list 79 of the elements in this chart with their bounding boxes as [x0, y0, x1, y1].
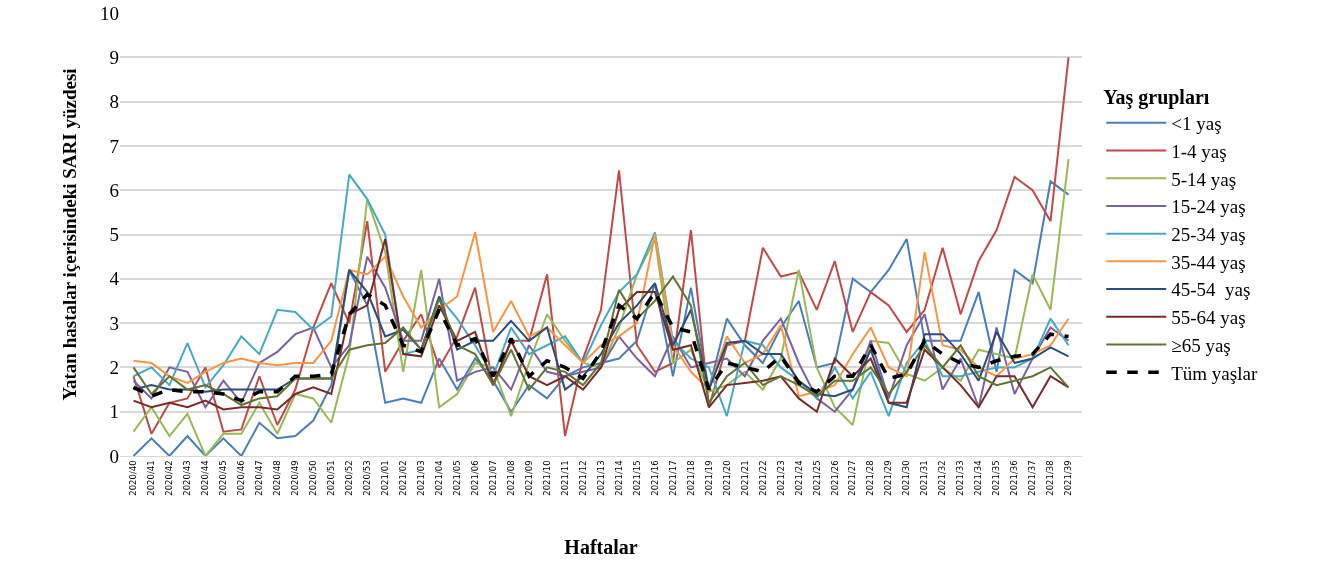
x-tick-label: 2021/02 — [397, 460, 408, 496]
legend-label: 55-64 yaş — [1171, 307, 1246, 329]
x-tick-label: 2021/30 — [901, 460, 912, 496]
x-tick-label: 2021/15 — [631, 460, 642, 496]
x-tick-label: 2021/06 — [469, 460, 480, 496]
y-tick-label: 7 — [109, 135, 119, 157]
x-tick-label: 2020/45 — [218, 460, 229, 496]
line-series — [132, 56, 1070, 438]
x-tick-label: 2021/29 — [883, 460, 894, 496]
x-tick-label: 2021/37 — [1027, 460, 1038, 496]
x-tick-label: 2021/34 — [973, 460, 984, 496]
x-tick-label: 2021/35 — [991, 460, 1002, 496]
x-tick-label: 2021/16 — [649, 460, 660, 496]
x-tick-label: 2020/44 — [200, 460, 211, 496]
x-tick-label: 2021/25 — [811, 460, 822, 496]
x-tick-label: 2021/33 — [955, 460, 966, 496]
legend-label: Tüm yaşlar — [1171, 362, 1258, 384]
legend-label: 25-34 yaş — [1171, 224, 1246, 246]
x-tick-label: 2020/41 — [146, 460, 157, 496]
x-axis-title: Haftalar — [564, 536, 638, 559]
x-tick-label: 2021/08 — [505, 460, 516, 496]
x-tick-label: 2021/09 — [523, 460, 534, 496]
x-tick-label: 2020/43 — [182, 460, 193, 496]
x-tick-label: 2020/40 — [128, 460, 139, 496]
legend-label: 45-54 yaş — [1171, 279, 1251, 301]
x-tick-label: 2021/07 — [487, 460, 498, 496]
y-tick-label: 5 — [109, 224, 119, 246]
x-tick-label: 2020/49 — [290, 460, 301, 496]
x-tick-label: 2020/53 — [362, 460, 372, 496]
y-tick-label: 9 — [109, 46, 119, 68]
y-tick-label: 10 — [100, 2, 119, 24]
y-tick-label: 2 — [109, 357, 119, 379]
x-tick-label: 2021/05 — [451, 460, 462, 496]
x-tick-label: 2020/42 — [164, 460, 175, 496]
x-tick-label: 2021/39 — [1063, 460, 1074, 496]
x-tick-label: 2021/21 — [739, 460, 750, 496]
x-tick-label: 2021/27 — [847, 460, 858, 496]
x-tick-label: 2021/28 — [865, 460, 876, 496]
x-tick-label: 2021/20 — [721, 460, 732, 496]
x-tick-label: 2021/12 — [577, 460, 588, 496]
x-tick-label: 2020/52 — [344, 460, 355, 496]
x-tick-label: 2021/04 — [433, 460, 444, 496]
y-tick-label: 0 — [109, 445, 119, 467]
legend-label: 15-24 yaş — [1171, 196, 1246, 218]
x-tick-label: 2021/32 — [937, 460, 948, 496]
x-tick-label: 2021/14 — [613, 460, 624, 496]
line-series — [132, 173, 1070, 418]
y-axis-title: Yatan hastalar içerisindeki SARI yüzdesi — [58, 68, 80, 401]
x-tick-label: 2021/36 — [1009, 460, 1020, 496]
x-tick-label: 2021/19 — [703, 460, 714, 496]
x-tick-label: 2020/46 — [236, 460, 247, 496]
x-tick-label: 2021/03 — [415, 460, 426, 496]
y-tick-label: 3 — [109, 312, 119, 334]
legend-title: Yaş grupları — [1103, 86, 1210, 109]
x-tick-label: 2021/26 — [829, 460, 840, 496]
legend-label: <1 yaş — [1171, 113, 1222, 135]
x-tick-label: 2020/51 — [326, 460, 337, 496]
y-tick-label: 6 — [109, 179, 119, 201]
x-tick-label: 2020/47 — [254, 460, 265, 496]
legend-label: 1-4 yaş — [1171, 140, 1227, 162]
y-tick-label: 8 — [109, 91, 119, 113]
legend-label: ≥65 yaş — [1171, 334, 1231, 356]
x-tick-label: 2020/48 — [272, 460, 283, 496]
x-tick-label: 2021/24 — [793, 460, 804, 496]
x-tick-label: 2021/13 — [595, 460, 606, 496]
x-tick-label: 2021/17 — [667, 460, 678, 496]
x-tick-label: 2021/01 — [379, 460, 390, 496]
x-tick-label: 2021/31 — [919, 460, 930, 496]
x-tick-label: 2021/23 — [775, 460, 786, 496]
x-tick-label: 2021/22 — [757, 460, 768, 496]
x-tick-label: 2020/50 — [308, 460, 319, 496]
legend-label: 35-44 yaş — [1171, 251, 1246, 273]
x-tick-label: 2021/11 — [559, 460, 570, 496]
y-tick-label: 1 — [109, 401, 119, 423]
x-tick-label: 2021/38 — [1045, 460, 1056, 496]
legend-label: 5-14 yaş — [1171, 168, 1237, 190]
y-tick-label: 4 — [109, 268, 120, 290]
x-tick-label: 2021/10 — [541, 460, 552, 496]
x-tick-label: 2021/18 — [685, 460, 696, 496]
